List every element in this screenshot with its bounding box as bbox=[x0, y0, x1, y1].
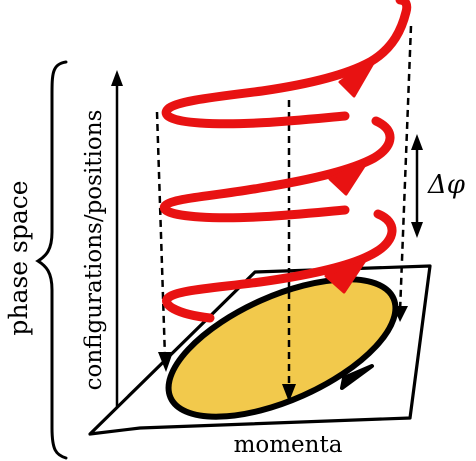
configurations-label: configurations/positions bbox=[81, 110, 107, 391]
configurations-axis-arrowhead bbox=[111, 70, 123, 86]
projection-arrowhead-left bbox=[158, 352, 173, 372]
helix-arrowheads bbox=[324, 56, 378, 294]
phase-space-brace bbox=[35, 60, 68, 460]
delta-phi-label: Δφ bbox=[427, 170, 466, 200]
phase-space-label: phase space bbox=[4, 180, 33, 335]
helix-turn-bottom bbox=[162, 209, 397, 323]
helix-turn-top bbox=[161, 0, 412, 129]
ellipse-direction-arrow bbox=[340, 364, 374, 390]
helix-arrow-bottom bbox=[324, 254, 370, 294]
helix-arrow-middle bbox=[328, 158, 370, 196]
projection-lines bbox=[155, 25, 413, 390]
projection-arrowheads bbox=[158, 306, 408, 402]
helix-trajectory bbox=[160, 0, 412, 323]
momentum-ellipse bbox=[165, 276, 399, 420]
projection-arrowhead-center bbox=[282, 384, 296, 402]
delta-phi-arrowhead-bottom bbox=[411, 222, 423, 238]
projection-line-left bbox=[155, 111, 167, 359]
helix-turn-middle bbox=[160, 116, 395, 223]
delta-phi-arrowhead-top bbox=[411, 134, 423, 150]
helix-arrow-top bbox=[338, 56, 378, 98]
momenta-label: momenta bbox=[234, 432, 343, 458]
projection-arrowhead-right bbox=[393, 306, 408, 322]
